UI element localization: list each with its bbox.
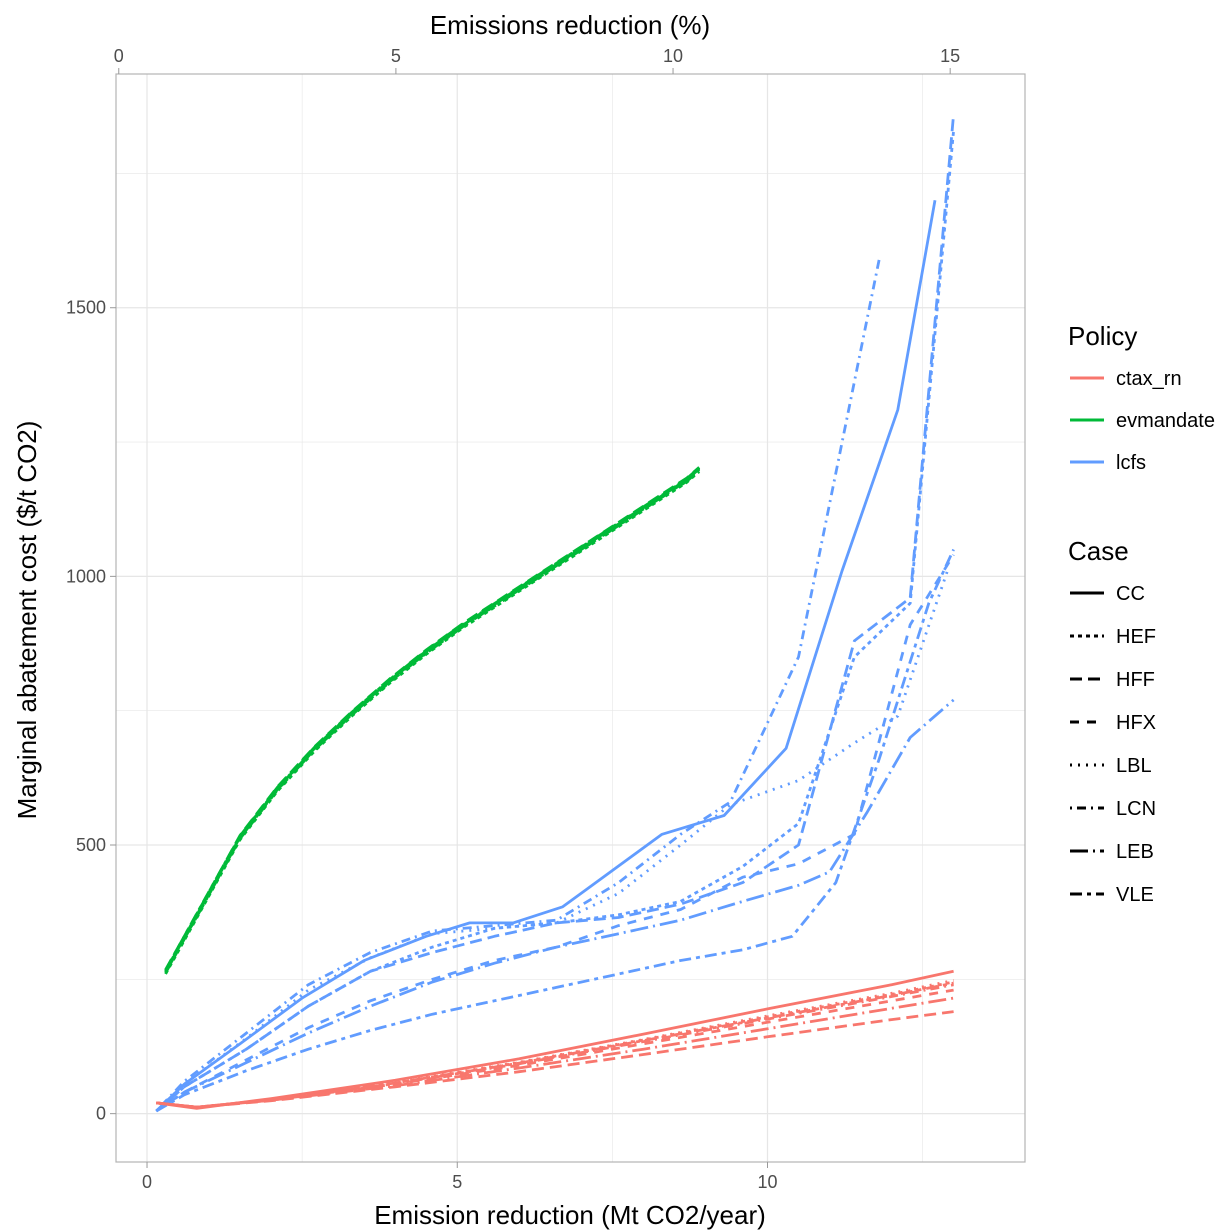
x-axis-title: Emission reduction (Mt CO2/year) [374,1200,766,1230]
series-lcfs-HFX [155,554,955,1113]
case-legend-label-LCN: LCN [1116,798,1156,820]
series-layer [155,114,955,1113]
ticks: 0 5 10 0 500 1000 1500 0 5 10 15 [66,46,960,1192]
x-tick-label: 10 [757,1172,777,1192]
policy-legend-label-lcfs: lcfs [1116,452,1146,474]
case-legend-label-CC: CC [1116,583,1145,605]
x2-tick-label: 10 [663,46,683,66]
x2-tick-label: 15 [940,46,960,66]
x2-tick-label: 0 [114,46,124,66]
series-lcfs-HEF [155,130,955,1113]
x2-axis-title: Emissions reduction (%) [430,10,710,40]
y-tick-label: 1500 [66,298,106,318]
panel-border [115,73,1026,1163]
series-lcfs-LCN [155,259,881,1112]
y-axis-title: Marginal abatement cost ($/t CO2) [12,421,42,820]
x2-tick-label: 5 [391,46,401,66]
policy-legend-title: Policy [1068,321,1137,351]
series-lcfs-LBL [155,570,949,1113]
grid [116,74,1025,1162]
series-ctax_rn-VLE [156,981,954,1109]
policy-legend: Policy ctax_rn evmandate lcfs [1068,321,1215,474]
case-legend-label-HEF: HEF [1116,626,1156,648]
series-ctax_rn-HFX [156,988,954,1109]
case-legend-label-VLE: VLE [1116,884,1154,906]
series-lcfs-VLE [155,548,955,1113]
case-legend-label-HFF: HFF [1116,669,1155,691]
case-legend-label-LBL: LBL [1116,755,1152,777]
series-evmandate-VLE [164,466,701,971]
x-tick-label: 5 [452,1172,462,1192]
case-legend: Case CC HEF HFF HFX LBL LCN LEB VLE [1068,536,1156,906]
case-legend-label-LEB: LEB [1116,841,1154,863]
x-tick-label: 0 [142,1172,152,1192]
case-legend-items: CC HEF HFF HFX LBL LCN LEB VLE [1070,583,1156,906]
y-tick-label: 0 [96,1104,106,1124]
policy-legend-label-ctax_rn: ctax_rn [1116,368,1182,390]
y-tick-label: 500 [76,835,106,855]
series-lcfs-LEB [155,698,955,1113]
case-legend-title: Case [1068,536,1129,566]
series-evmandate-LCN [164,467,701,972]
case-legend-label-HFX: HFX [1116,712,1156,734]
policy-legend-items: ctax_rn evmandate lcfs [1070,368,1215,474]
series-ctax_rn-LEB [156,996,954,1109]
y-tick-label: 1000 [66,566,106,586]
policy-legend-label-evmandate: evmandate [1116,410,1215,432]
series-lcfs-HFF [155,114,955,1113]
